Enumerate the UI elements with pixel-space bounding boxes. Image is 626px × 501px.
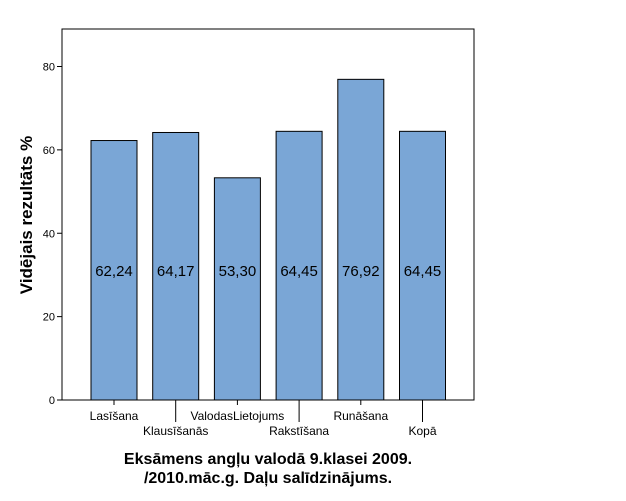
y-tick-label: 0 — [49, 395, 55, 407]
y-tick-label: 80 — [43, 62, 55, 74]
chart-title-line-2: /2010.māc.g. Daļu salīdzinājums. — [144, 470, 392, 487]
bar-value-label: 76,92 — [342, 263, 380, 280]
y-tick-label: 40 — [43, 228, 55, 240]
x-category-label: Lasīšana — [90, 409, 139, 423]
bar-value-label: 64,45 — [404, 263, 442, 280]
bar-value-label: 62,24 — [95, 263, 133, 280]
x-category-label: Runāšana — [333, 409, 388, 423]
bar — [213, 177, 261, 401]
bar-value-label: 64,17 — [157, 263, 195, 280]
y-tick-label: 60 — [43, 145, 55, 157]
bar-value-label: 53,30 — [219, 263, 257, 280]
y-axis-label: Vidējais rezultāts % — [17, 136, 36, 294]
bar-value-label: 64,45 — [280, 263, 318, 280]
bar — [337, 78, 385, 401]
x-category-label: Kopā — [408, 424, 436, 438]
x-category-label: Klausīšanās — [143, 424, 208, 438]
x-category-label: ValodasLietojums — [190, 409, 284, 423]
x-category-label: Rakstīšana — [269, 424, 329, 438]
bar — [399, 130, 446, 401]
bar — [275, 130, 323, 401]
chart-title-line-1: Eksāmens angļu valodā 9.klasei 2009. — [124, 451, 412, 468]
bar — [152, 131, 200, 401]
y-tick-label: 20 — [43, 312, 55, 324]
